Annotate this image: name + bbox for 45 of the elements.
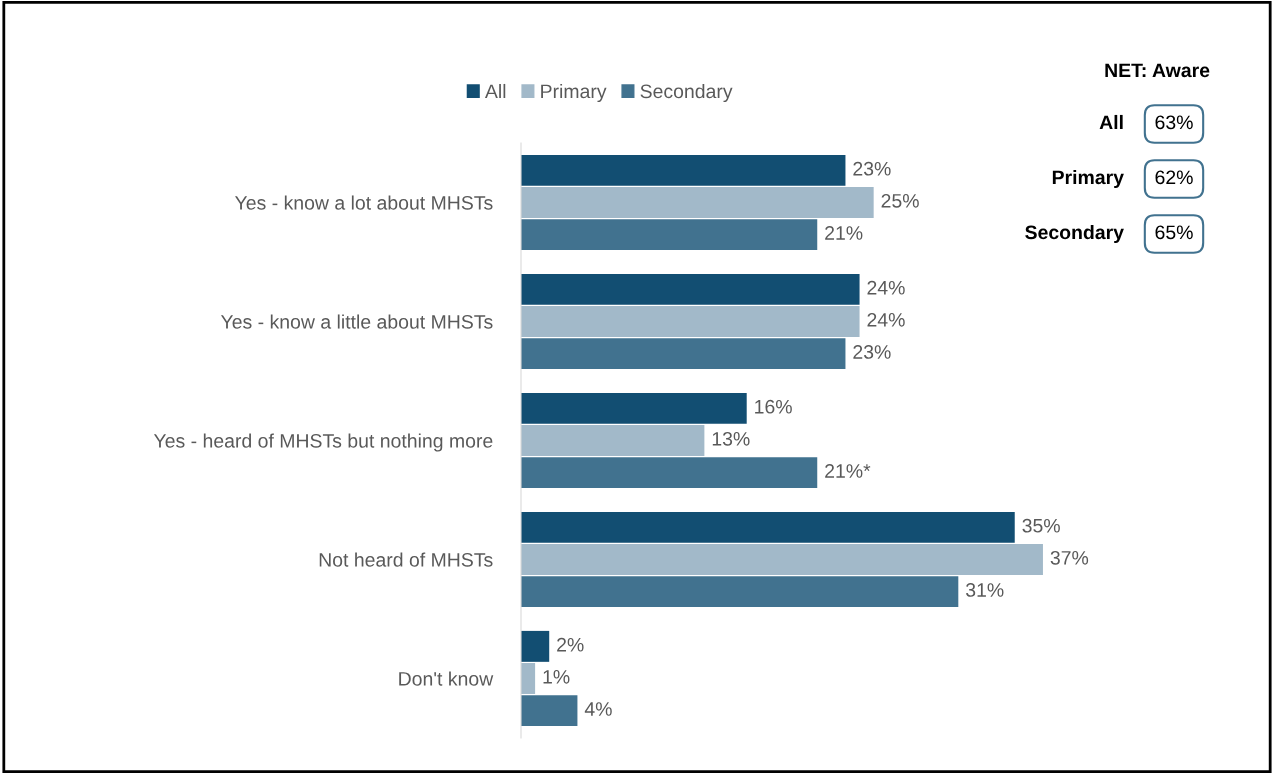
data-label: 1%: [543, 670, 570, 684]
bar: [521, 187, 874, 218]
bar: [521, 544, 1043, 575]
data-label: 16%: [755, 399, 792, 414]
text: 65%: [1155, 225, 1193, 240]
data-label: 35%: [1022, 518, 1060, 533]
text: 63%: [1155, 115, 1193, 130]
bar: [521, 695, 578, 727]
data-label: 21%: [825, 226, 863, 240]
text: 62%: [1155, 170, 1193, 185]
bar: [521, 219, 818, 251]
data-label: 13%: [712, 431, 750, 446]
data-label: 2%: [557, 637, 584, 652]
text: All: [1099, 114, 1123, 130]
text: Primary: [1052, 169, 1124, 189]
bar: [521, 511, 1015, 543]
bar: [521, 392, 747, 424]
y-tick-label: Yes - know a little about MHSTs: [220, 314, 493, 329]
legend-label: Secondary: [640, 83, 733, 103]
bar: [521, 663, 536, 694]
text: NET: Aware: [1105, 63, 1210, 78]
data-label: 25%: [881, 193, 919, 208]
data-label: 23%: [853, 345, 891, 359]
data-label: 37%: [1050, 550, 1089, 565]
data-label: 21%*: [825, 464, 871, 478]
bar: [521, 154, 846, 186]
bar: [521, 273, 860, 305]
y-tick-label: Yes - know a lot about MHSTs: [235, 195, 493, 210]
bar: [521, 425, 705, 456]
bar: [521, 338, 846, 370]
bar: [521, 630, 550, 662]
data-label: 31%: [966, 583, 1004, 597]
y-tick-label: Not heard of MHSTs: [319, 552, 493, 567]
legend-label: Primary: [541, 83, 607, 103]
annotation: Secondary: [1025, 224, 1124, 244]
bar: [521, 576, 959, 608]
data-label: 24%: [867, 280, 905, 295]
legend-label: All: [484, 83, 506, 99]
bar: [521, 306, 860, 337]
data-label: 24%: [867, 312, 905, 327]
y-tick-label: Don't know: [399, 671, 494, 686]
bar: [521, 457, 818, 489]
data-label: 23%: [853, 161, 891, 176]
data-label: 4%: [584, 702, 612, 716]
y-tick-label: Yes - heard of MHSTs but nothing more: [153, 433, 493, 452]
